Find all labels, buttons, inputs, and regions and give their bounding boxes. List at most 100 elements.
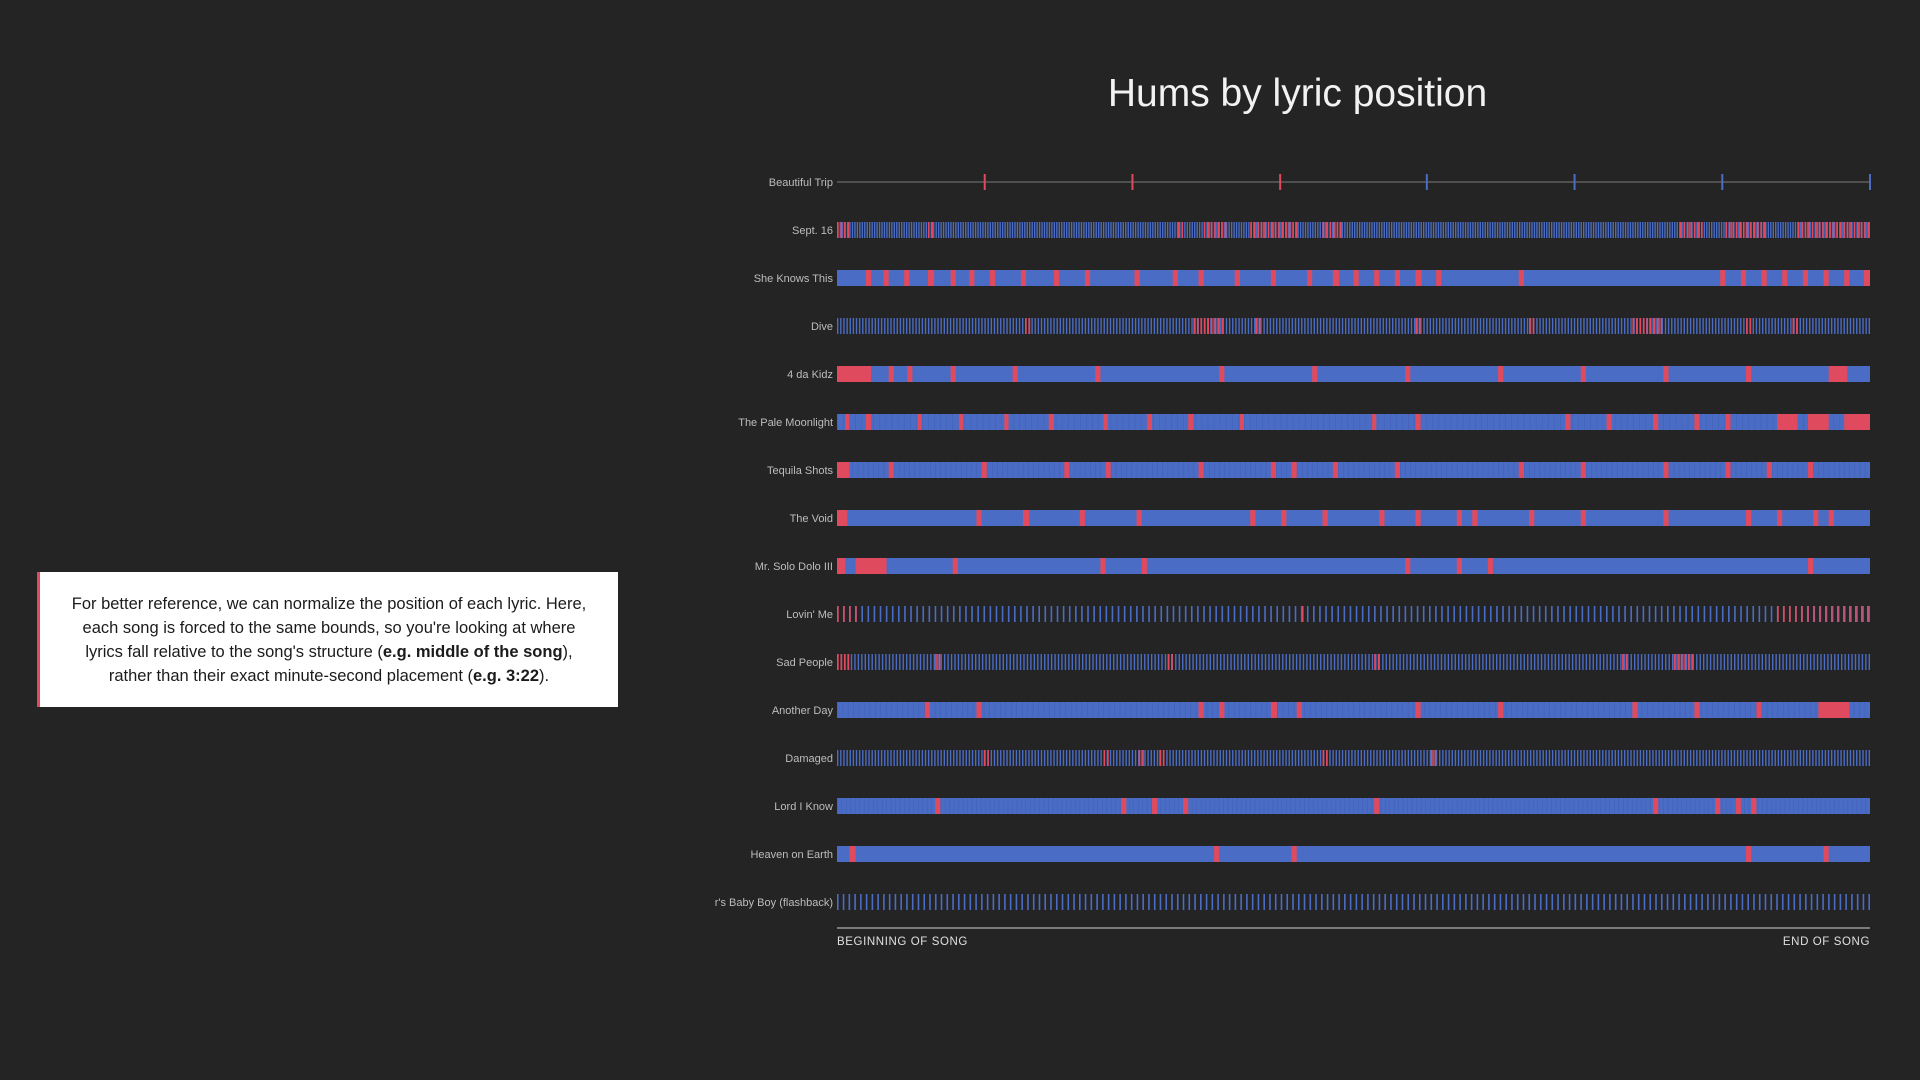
- lyric-mark-damaged: [974, 750, 977, 766]
- lyric-mark-another-day: [1038, 702, 1039, 718]
- lyric-mark-sept-16: [1644, 222, 1646, 238]
- hum-mark-lord-i-know: [1183, 798, 1189, 814]
- lyric-mark-damaged: [1388, 750, 1391, 766]
- hum-mark-sept-16: [1224, 222, 1227, 238]
- lyric-mark-sept-16: [1363, 222, 1366, 238]
- lyric-mark-tequila-shots: [1833, 462, 1835, 478]
- hum-mark-sept-16: [1801, 222, 1803, 238]
- lyric-mark-damaged: [1545, 750, 1548, 766]
- lyric-mark-dive: [1100, 318, 1102, 334]
- lyric-mark-sept-16: [1169, 222, 1171, 238]
- lyric-mark-tequila-shots: [1420, 462, 1422, 478]
- lyric-mark-sept-16: [994, 222, 996, 238]
- lyric-mark-lord-i-know: [1371, 798, 1373, 814]
- lyric-mark-lord-i-know: [1119, 798, 1121, 814]
- lyric-mark-damaged: [1818, 750, 1820, 766]
- lyric-mark-dive: [1580, 318, 1582, 334]
- lyric-mark-sept-16: [1206, 222, 1208, 238]
- hum-mark-lovin-me: [1831, 606, 1833, 622]
- lyric-mark-sad-people: [1078, 654, 1080, 670]
- hum-mark-tequila-shots: [1105, 462, 1111, 478]
- lyric-mark-damaged: [1131, 750, 1134, 766]
- lyric-mark-mr-rager-s-baby-boy-flashback: [1211, 894, 1214, 910]
- lyric-mark-lord-i-know: [1492, 798, 1494, 814]
- lyric-mark-sad-people: [1502, 654, 1505, 670]
- lyric-mark-sad-people: [1644, 654, 1646, 670]
- lyric-mark-dive: [1661, 318, 1664, 334]
- lyric-mark-tequila-shots: [1715, 462, 1716, 478]
- lyric-mark-sept-16: [987, 222, 989, 238]
- lyric-mark-dive: [1699, 318, 1701, 334]
- lyric-mark-mr-rager-s-baby-boy-flashback: [1223, 894, 1225, 910]
- lyric-mark-another-day: [1619, 702, 1621, 718]
- lyric-mark-damaged: [1752, 750, 1754, 766]
- lyric-mark-tequila-shots: [991, 462, 993, 478]
- lyric-mark-dive: [877, 318, 880, 334]
- lyric-mark-damaged: [978, 750, 980, 766]
- lyric-mark-lord-i-know: [1416, 798, 1417, 814]
- lyric-mark-sad-people: [1585, 654, 1588, 670]
- lyric-mark-sad-people: [1202, 654, 1205, 670]
- lyric-mark-another-day: [1320, 702, 1322, 718]
- lyric-mark-mr-rager-s-baby-boy-flashback: [1332, 894, 1335, 910]
- lyric-mark-damaged: [1796, 750, 1798, 766]
- hum-mark-dive: [1207, 318, 1210, 334]
- lyric-mark-another-day: [1674, 702, 1675, 718]
- hum-mark-dive: [1418, 318, 1421, 334]
- lyric-mark-dive: [1282, 318, 1284, 334]
- lyric-mark-the-pale-moonlight: [1231, 414, 1233, 430]
- lyric-mark-sad-people: [1571, 654, 1574, 670]
- lyric-mark-sept-16: [1403, 222, 1405, 238]
- lyric-mark-dive: [1417, 318, 1419, 334]
- lyric-mark-sad-people: [954, 654, 956, 670]
- lyric-mark-sad-people: [1461, 654, 1463, 670]
- lyric-mark-dive: [1689, 318, 1692, 334]
- hum-mark-dive: [1649, 318, 1652, 334]
- lyric-mark-sept-16: [1304, 222, 1307, 238]
- lyric-mark-sept-16: [1489, 222, 1491, 238]
- lyric-mark-dive: [1181, 318, 1184, 334]
- lyric-mark-lord-i-know: [1308, 798, 1310, 814]
- lyric-mark-another-day: [891, 702, 892, 718]
- lyric-mark-dive: [1316, 318, 1319, 334]
- lyric-mark-lord-i-know: [1748, 798, 1750, 814]
- lyric-mark-dive: [843, 318, 845, 334]
- lyric-mark-dive: [1743, 318, 1745, 334]
- lyric-mark-sad-people: [1768, 654, 1770, 670]
- hum-mark-dive: [1532, 318, 1535, 334]
- lyric-mark-sad-people: [1085, 654, 1087, 670]
- lyric-mark-damaged: [1188, 750, 1190, 766]
- lyric-mark-sept-16: [1376, 222, 1378, 238]
- lyric-mark-sad-people: [919, 654, 922, 670]
- lyric-mark-lord-i-know: [1434, 798, 1435, 814]
- lyric-mark-lovin-me: [1532, 606, 1535, 622]
- lyric-mark-lovin-me: [1856, 606, 1858, 622]
- lyric-mark-dive: [1250, 318, 1253, 334]
- lyric-mark-dive: [1805, 318, 1808, 334]
- lyric-mark-tequila-shots: [1296, 462, 1298, 478]
- lyric-mark-lovin-me: [1728, 606, 1730, 622]
- lyric-mark-sad-people: [1361, 654, 1363, 670]
- lyric-mark-damaged: [953, 750, 955, 766]
- lyric-mark-sad-people: [888, 654, 891, 670]
- lyric-mark-lord-i-know: [1003, 798, 1004, 814]
- lyric-mark-damaged: [1486, 750, 1488, 766]
- lyric-mark-lord-i-know: [994, 798, 995, 814]
- lyric-mark-lord-i-know: [1331, 798, 1332, 814]
- hum-mark-sept-16: [1285, 222, 1287, 238]
- lyric-mark-tequila-shots: [1839, 462, 1840, 478]
- lyric-mark-the-pale-moonlight: [1481, 414, 1482, 430]
- hum-mark-the-pale-moonlight: [1372, 414, 1377, 430]
- lyric-mark-lovin-me: [1331, 606, 1333, 622]
- lyric-mark-dive: [1021, 318, 1024, 334]
- lyric-mark-damaged: [1721, 750, 1723, 766]
- lyric-mark-tequila-shots: [1446, 462, 1448, 478]
- lyric-mark-damaged: [1247, 750, 1250, 766]
- lyric-mark-another-day: [1070, 702, 1072, 718]
- lyric-mark-the-pale-moonlight: [879, 414, 881, 430]
- lyric-mark-sad-people: [1088, 654, 1091, 670]
- lyric-mark-dive: [1787, 318, 1789, 334]
- lyric-mark-mr-rager-s-baby-boy-flashback: [1436, 894, 1438, 910]
- lyric-mark-lovin-me: [1056, 606, 1059, 622]
